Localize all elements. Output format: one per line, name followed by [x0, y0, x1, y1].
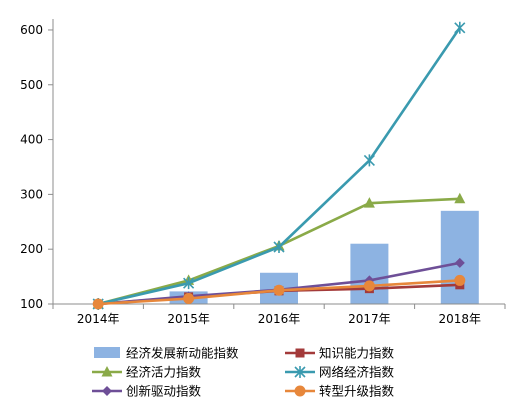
legend-label: 网络经济指数	[319, 365, 395, 380]
data-point	[92, 298, 104, 310]
legend-marker	[294, 385, 306, 397]
legend-item: 经济发展新动能指数	[94, 346, 239, 361]
data-point	[454, 21, 466, 34]
data-point	[273, 241, 285, 253]
data-point	[363, 280, 375, 292]
legend-label: 经济活力指数	[126, 365, 202, 380]
legend-marker	[294, 366, 306, 378]
y-tick-label: 300	[20, 187, 43, 201]
x-tick-label: 2014年	[77, 312, 120, 326]
axes-layer: 100 200 300 400 500 600 2014年 2015年 2016年 2017年 20…	[20, 19, 506, 326]
legend-marker	[102, 386, 112, 396]
legend-item: 知识能力指数	[285, 346, 395, 361]
data-point	[183, 277, 195, 290]
data-point	[363, 154, 375, 167]
legend-label: 知识能力指数	[319, 346, 395, 361]
legend-label: 创新驱动指数	[126, 384, 202, 399]
legend-item: 转型升级指数	[285, 384, 395, 399]
lines-layer	[92, 21, 466, 310]
legend-item: 创新驱动指数	[92, 384, 202, 399]
legend-item: 网络经济指数	[285, 365, 395, 380]
x-tick-label: 2017年	[348, 312, 391, 326]
y-tick-label: 600	[20, 23, 43, 37]
legend-item: 经济活力指数	[92, 365, 202, 380]
series-line	[97, 27, 461, 306]
series-3	[92, 21, 466, 310]
y-tick-label: 200	[20, 242, 43, 256]
data-point	[454, 274, 466, 286]
legend-label: 转型升级指数	[319, 384, 395, 399]
data-point	[183, 293, 195, 305]
y-tick-label: 500	[20, 78, 43, 92]
y-tick-label: 100	[20, 297, 43, 311]
data-point	[454, 192, 466, 204]
legend-marker	[101, 366, 113, 377]
legend-swatch	[94, 347, 120, 358]
x-tick-label: 2018年	[439, 312, 482, 326]
data-point	[273, 284, 285, 296]
data-point	[363, 197, 375, 208]
bar	[440, 210, 479, 304]
bar	[350, 243, 389, 304]
series-4	[92, 274, 466, 310]
x-tick-label: 2016年	[258, 312, 301, 326]
x-tick-label: 2015年	[167, 312, 210, 326]
y-tick-label: 400	[20, 133, 43, 147]
legend-marker	[295, 348, 305, 358]
legend-label: 经济发展新动能指数	[126, 346, 239, 361]
bars-layer	[169, 210, 479, 304]
data-point	[454, 257, 465, 268]
